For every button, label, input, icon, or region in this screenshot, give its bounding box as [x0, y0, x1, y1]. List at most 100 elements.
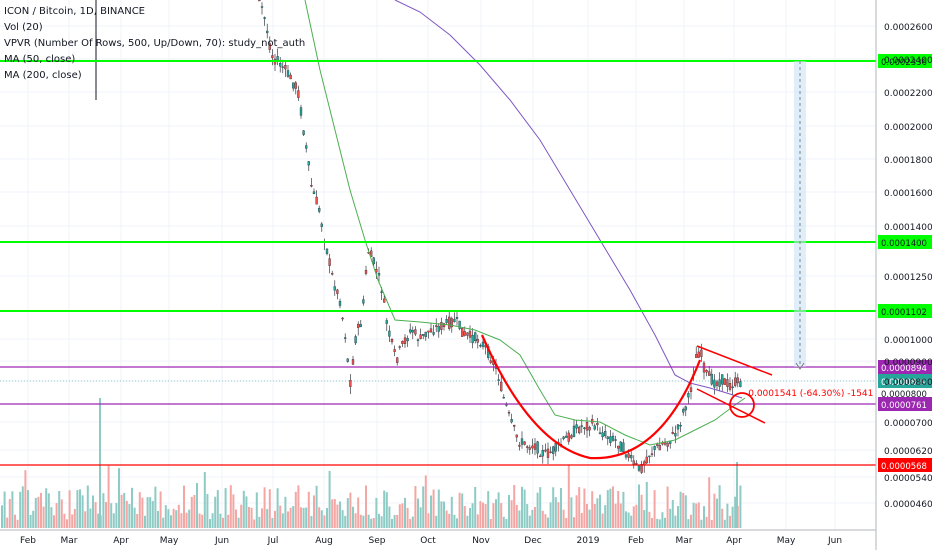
volume-bar [432, 489, 435, 528]
candle-body [645, 456, 648, 464]
candle-body [614, 439, 617, 441]
price-tick-label: 0.0002400 [884, 56, 932, 66]
volume-bar [289, 507, 292, 528]
volume-bar [393, 514, 396, 528]
candle-body [476, 339, 479, 343]
candle-body [718, 379, 721, 387]
volume-bar [268, 489, 271, 528]
volume-bar [21, 486, 24, 528]
legend-vpvr[interactable]: VPVR (Number Of Rows, 500, Up/Down, 70):… [4, 38, 306, 49]
candle-body [331, 273, 334, 275]
volume-bar [456, 518, 458, 528]
volume-bar [271, 517, 274, 528]
price-levels: 0.00023360.00014000.00011020.00008940.00… [0, 54, 932, 472]
volume-bar [700, 519, 703, 528]
volume-bar [118, 468, 120, 528]
secondary-price-label: 0.0000800 [881, 390, 927, 400]
volume-bar [211, 513, 214, 528]
volume-bar [60, 499, 63, 528]
candle-body [635, 463, 638, 465]
candle-body [461, 328, 464, 337]
volume-bar [612, 486, 614, 528]
volume-bar [630, 515, 633, 528]
legend-title[interactable]: ICON / Bitcoin, 1D, BINANCE [4, 6, 145, 17]
volume-bar [500, 503, 503, 528]
candle-body [289, 74, 292, 80]
candle-body [393, 349, 396, 352]
candle-body [294, 82, 297, 89]
volume-bar [471, 503, 474, 528]
volume-bar [565, 517, 568, 528]
volume-bar [487, 491, 490, 528]
volume-bar [523, 489, 526, 528]
candle-body [479, 345, 482, 347]
volume-bar [193, 494, 196, 528]
volume-bar [66, 519, 68, 528]
candle-body [650, 453, 654, 455]
candle-body [406, 338, 409, 342]
price-level-label: 0.0001102 [881, 308, 927, 318]
wedge-top-line [696, 345, 773, 376]
candle-body [351, 359, 355, 365]
volume-bar [302, 507, 305, 528]
volume-bar [362, 515, 365, 528]
volume-bar [739, 485, 742, 528]
candle-body [609, 436, 612, 443]
volume-bar [11, 491, 14, 528]
candle-body [596, 422, 599, 426]
candle-body [442, 323, 446, 328]
candle-body [359, 324, 362, 327]
volume-bar [331, 499, 334, 528]
time-tick-label: Apr [726, 536, 742, 546]
volume-bar [227, 514, 230, 528]
candle-body [513, 425, 516, 427]
volume-bar [661, 512, 664, 528]
volume-bar [638, 484, 640, 528]
volume-bar [721, 508, 724, 528]
volume-bar [71, 514, 74, 528]
volume-bar [63, 513, 66, 528]
legend-ma50[interactable]: MA (50, close) [4, 54, 76, 65]
volume-bar [398, 504, 401, 528]
current-price-label: 0.0000839 [881, 378, 927, 388]
candle-body [570, 435, 573, 439]
volume-bar [310, 515, 313, 528]
legend-ma200[interactable]: MA (200, close) [4, 70, 82, 81]
volume-bar [682, 492, 685, 528]
volume-bar [318, 507, 321, 528]
volume-bar [3, 491, 6, 528]
volume-bar [232, 494, 235, 528]
volume-bar [541, 510, 544, 528]
volume-bar [404, 497, 406, 528]
candle-body [676, 424, 680, 430]
price-level-label: 0.0000894 [881, 364, 927, 374]
volume-bar [365, 485, 367, 528]
volume-bar [736, 462, 738, 528]
volume-bar [99, 398, 101, 528]
price-tick-label: 0.0001800 [884, 156, 932, 166]
price-tick-label: 0.0000700 [884, 419, 932, 429]
candle-body [266, 30, 269, 34]
volume-bar [716, 498, 718, 528]
volume-bar [352, 506, 354, 528]
volume-bar [315, 485, 318, 528]
volume-bar [68, 490, 71, 528]
volume-bar [578, 487, 581, 528]
volume-bar [24, 470, 27, 528]
price-level-label: 0.0000761 [881, 401, 927, 411]
volume-bar [287, 511, 289, 528]
time-tick-label: Apr [113, 536, 129, 546]
volume-bar [492, 503, 495, 528]
volume-bar [643, 510, 646, 528]
volume-bar [385, 492, 388, 528]
candle-body [281, 66, 284, 68]
volume-bar [461, 493, 464, 528]
volume-bar [591, 491, 594, 528]
candle-body [481, 341, 485, 347]
volume-bar [708, 477, 711, 528]
candle-body [697, 351, 700, 358]
volume-bar [645, 481, 648, 528]
volume-bar [328, 470, 331, 528]
legend-volume[interactable]: Vol (20) [4, 22, 43, 33]
